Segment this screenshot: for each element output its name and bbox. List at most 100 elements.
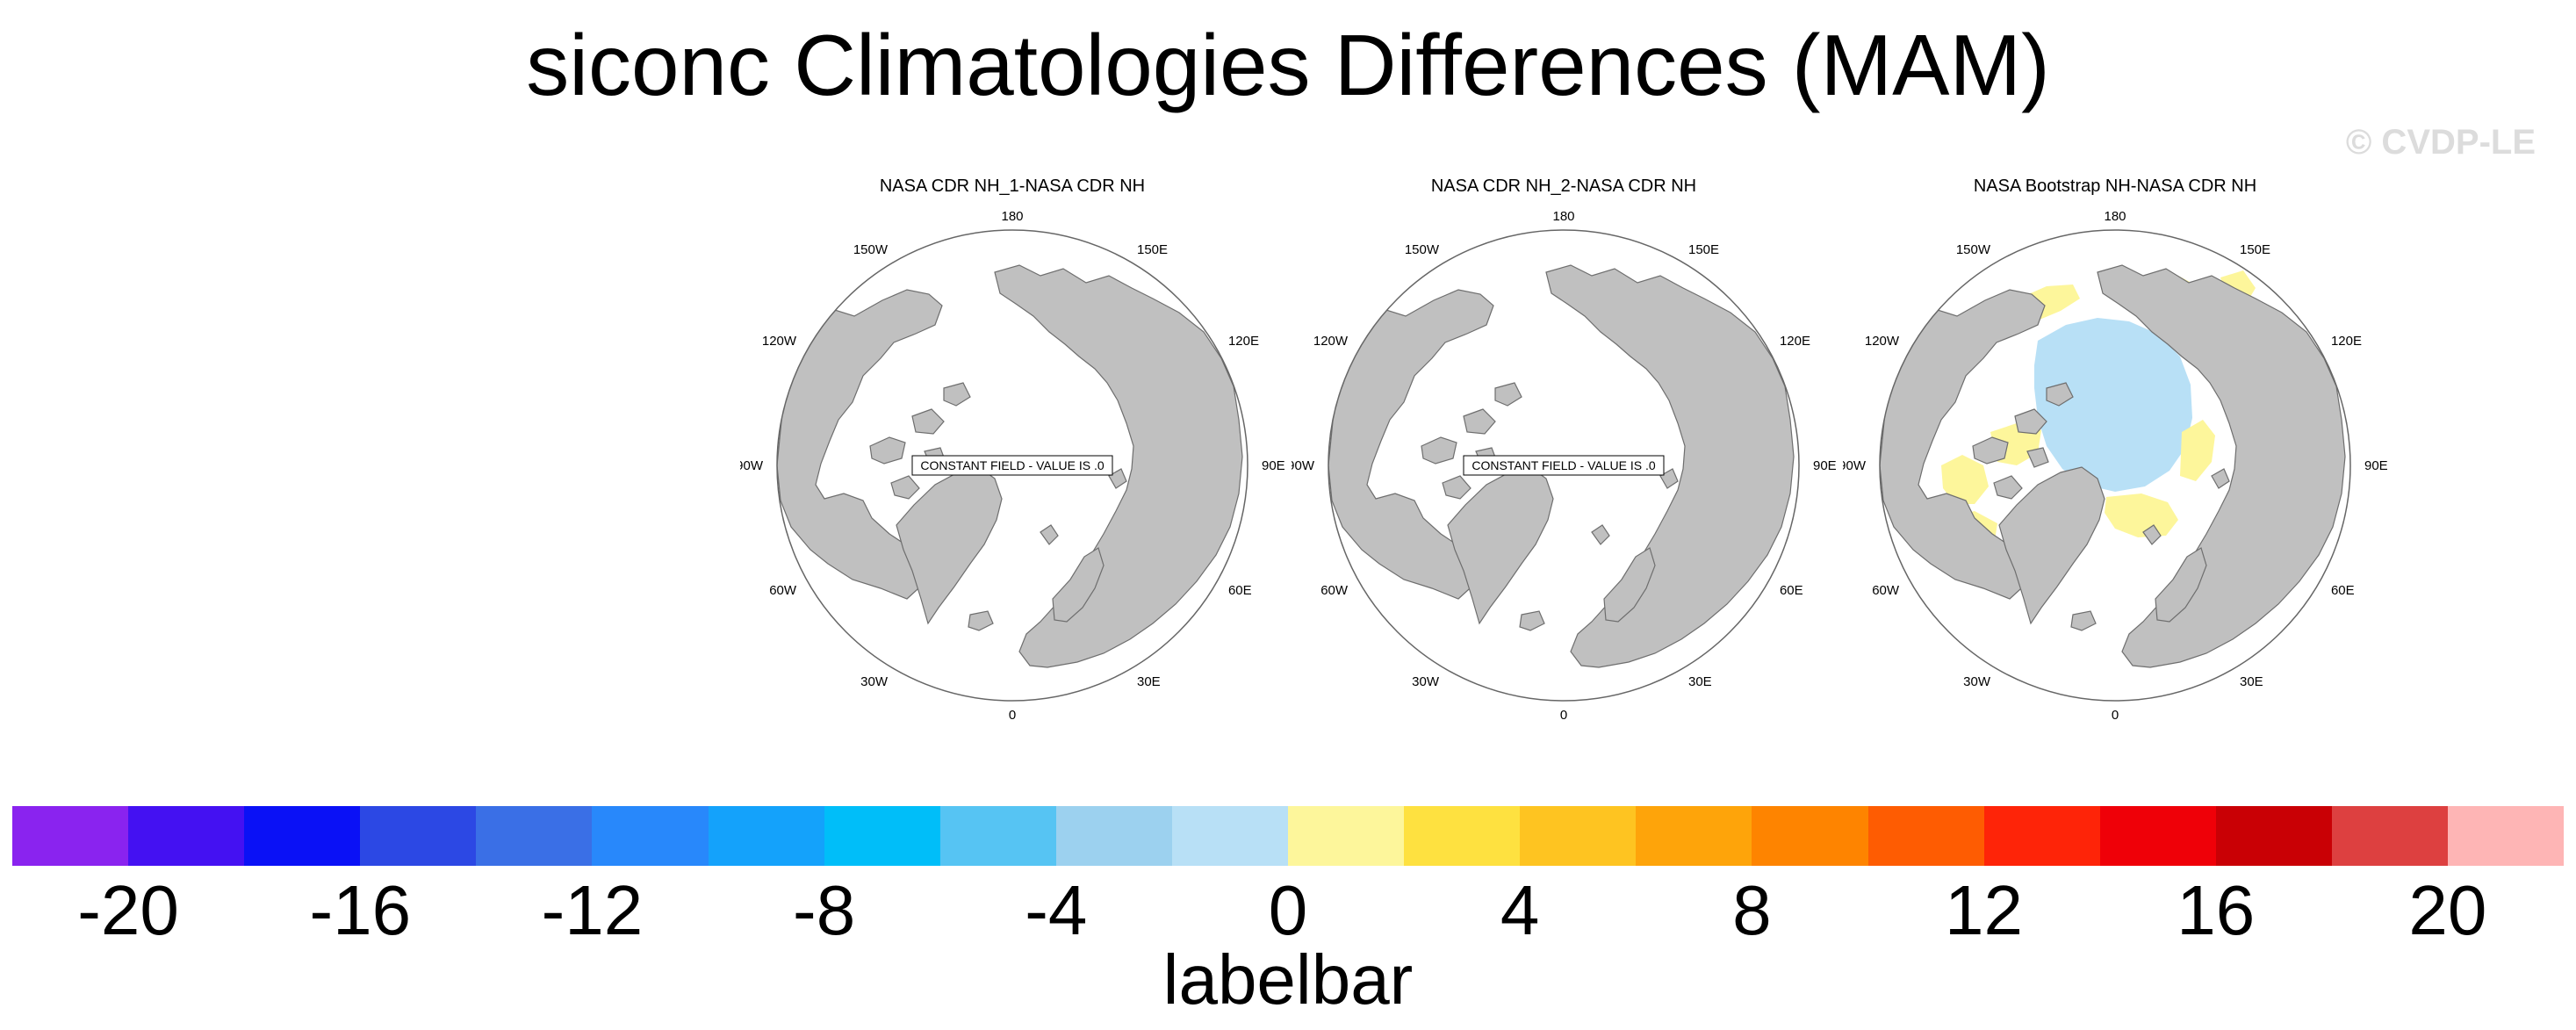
longitude-label: 30W — [1963, 674, 1991, 689]
anomaly-region — [2105, 493, 2178, 537]
map-boundary — [1328, 229, 1800, 702]
colorbar-box — [1404, 806, 1521, 866]
colorbar-tick-label: -20 — [77, 871, 179, 949]
longitude-label: 150W — [853, 242, 889, 257]
longitude-label: 120W — [1865, 334, 1900, 349]
longitude-label: 180 — [2104, 209, 2126, 224]
colorbar-box — [1520, 806, 1637, 866]
longitude-label: 30W — [860, 674, 889, 689]
colorbar-box — [1288, 806, 1405, 866]
colorbar-box — [2331, 806, 2448, 866]
longitude-label: 0 — [1009, 708, 1016, 723]
land-mass — [1463, 408, 1496, 435]
longitude-label: 60E — [1228, 583, 1252, 598]
colorbar-tick-label: -16 — [309, 871, 412, 949]
longitude-label: 150E — [1137, 242, 1168, 257]
longitude-label: 30E — [1688, 674, 1712, 689]
anomaly-region — [2034, 318, 2192, 492]
anomaly-region — [2133, 390, 2157, 414]
colorbar-box — [1867, 806, 1984, 866]
map-boundary — [776, 229, 1248, 702]
panel-title: NASA CDR NH_1-NASA CDR NH — [879, 176, 1146, 196]
longitude-label: 90E — [1262, 458, 1284, 473]
map-boundary — [1879, 229, 2351, 702]
land-mass — [2026, 447, 2049, 468]
map-panel-3: NASA Bootstrap NH-NASA CDR NH 180 150E 120… — [1843, 176, 2387, 738]
polar-map: 180 150E 120E 90E 60E 30E 0 30W 60W 90W 120W 150W CO… — [1292, 209, 1836, 723]
longitude-label: 150W — [1956, 242, 1991, 257]
longitude-label: 90W — [740, 458, 764, 473]
colorbar-tick-label: -8 — [793, 871, 856, 949]
colorbar-box — [2215, 806, 2332, 866]
longitude-label: 0 — [2112, 708, 2119, 723]
colorbar-box — [1171, 806, 1289, 866]
land-mass — [2014, 408, 2047, 435]
longitude-label: 90E — [2364, 458, 2387, 473]
colorbar-label: labelbar — [1162, 940, 1414, 1019]
land-mass — [2155, 547, 2207, 623]
longitude-label: 60E — [1780, 583, 1803, 598]
polar-map: 180 150E 120E 90E 60E 30E 0 30W 60W 90W 120W 150W CO… — [740, 209, 1284, 723]
colorbar-box — [1055, 806, 1172, 866]
longitude-label: 180 — [1001, 209, 1023, 224]
land-mass — [1545, 264, 1795, 668]
land-mass — [1421, 436, 1457, 465]
longitude-label: 180 — [1552, 209, 1574, 224]
land-mass — [1998, 466, 2105, 625]
land-mass — [2142, 524, 2162, 545]
constant-field-label: CONSTANT FIELD - VALUE IS .0 — [920, 458, 1104, 472]
colorbar-ticks: -20 -16 -12 -8 -4 0 4 8 12 16 20 — [12, 871, 2564, 950]
land-mass — [1659, 468, 1679, 489]
longitude-label: 120E — [2331, 334, 2362, 349]
colorbar-tick-label: 8 — [1732, 871, 1772, 949]
watermark: © CVDP-LE — [2345, 123, 2536, 162]
longitude-label: 120W — [762, 334, 797, 349]
land-mass — [994, 264, 1243, 668]
longitude-label: 90W — [1843, 458, 1867, 473]
land-mass — [1591, 524, 1610, 545]
land-mass — [777, 289, 943, 600]
map-panel-1: NASA CDR NH_1-NASA CDR NH 180 150E 120E 90E… — [740, 176, 1284, 738]
land-mass — [968, 610, 994, 631]
land-mass — [1603, 547, 1656, 623]
land-mass — [1447, 466, 1554, 625]
colorbar-box — [1752, 806, 1868, 866]
longitude-label: 150E — [1688, 242, 1719, 257]
land-mass — [2070, 610, 2097, 631]
land-mass — [2046, 382, 2074, 407]
colorbar-box — [592, 806, 709, 866]
map-panel-2: NASA CDR NH_2-NASA CDR NH 180 150E 120E 90E… — [1292, 176, 1836, 738]
longitude-label: 60W — [1872, 583, 1900, 598]
longitude-label: 120E — [1780, 334, 1810, 349]
colorbar-tick-label: 4 — [1500, 871, 1540, 949]
land-mass — [2097, 264, 2346, 668]
land-mass — [1040, 524, 1059, 545]
figure-title: siconc Climatologies Differences (MAM) — [526, 17, 2050, 113]
colorbar-box — [2099, 806, 2216, 866]
longitude-label: 60W — [1320, 583, 1349, 598]
land-mass — [1494, 382, 1522, 407]
polar-map: 180 150E 120E 90E 60E 30E 0 30W 60W 90W 120W 150W — [1843, 209, 2387, 723]
colorbar-tick-label: -4 — [1025, 871, 1088, 949]
colorbar-box — [12, 806, 129, 866]
longitude-label: 150E — [2240, 242, 2270, 257]
land-mass — [2211, 468, 2230, 489]
colorbar-tick-label: -12 — [541, 871, 644, 949]
colorbar-box — [1983, 806, 2100, 866]
longitude-label: 120W — [1313, 334, 1349, 349]
land-mass — [1880, 289, 2046, 600]
panel-title: NASA Bootstrap NH-NASA CDR NH — [1973, 176, 2257, 196]
longitude-label: 90W — [1292, 458, 1315, 473]
longitude-label: 120E — [1228, 334, 1259, 349]
longitude-label: 60W — [769, 583, 797, 598]
colorbar-box — [1636, 806, 1752, 866]
land-mass — [1519, 610, 1545, 631]
colorbar-box — [128, 806, 245, 866]
colorbar-box — [2447, 806, 2565, 866]
constant-field-label: CONSTANT FIELD - VALUE IS .0 — [1471, 458, 1655, 472]
land-mass — [1442, 475, 1471, 500]
land-mass — [1052, 547, 1105, 623]
land-mass — [911, 408, 945, 435]
colorbar-box — [824, 806, 940, 866]
colorbar-box — [708, 806, 824, 866]
